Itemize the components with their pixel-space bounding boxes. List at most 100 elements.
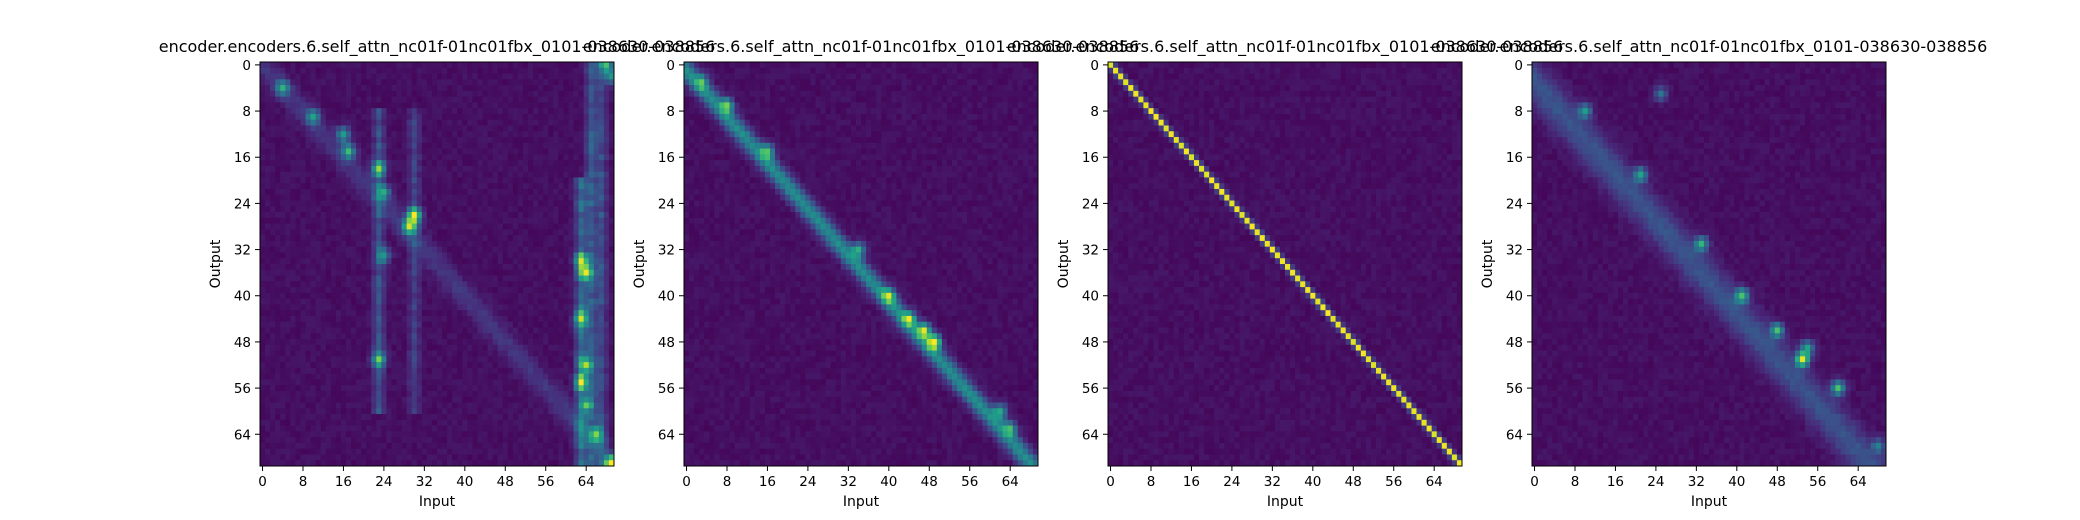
heatmap-cell: [315, 304, 322, 311]
heatmap-cell: [553, 171, 559, 178]
heatmap-cell: [452, 131, 458, 138]
heatmap-cell: [593, 235, 600, 242]
heatmap-cell: [401, 171, 408, 178]
heatmap-cell: [517, 142, 524, 149]
heatmap-cell: [568, 90, 574, 98]
heatmap-cell: [578, 281, 585, 288]
heatmap-cell: [401, 235, 408, 242]
heatmap-cell: [351, 350, 357, 357]
heatmap-cell: [593, 425, 600, 432]
heatmap-cell: [517, 85, 524, 92]
heatmap-cell: [376, 385, 382, 392]
heatmap-cell: [345, 90, 352, 98]
heatmap-cell: [376, 460, 382, 467]
heatmap-cell: [381, 356, 387, 363]
heatmap-cell: [351, 327, 357, 334]
heatmap-cell: [335, 229, 342, 236]
heatmap-cell: [335, 85, 342, 92]
heatmap-cell: [265, 154, 271, 161]
heatmap-cell: [543, 90, 549, 98]
heatmap-cell: [487, 333, 494, 340]
heatmap-cell: [351, 367, 357, 375]
heatmap-cell: [528, 79, 534, 86]
heatmap-cell: [502, 402, 509, 409]
heatmap-cell: [310, 327, 317, 334]
heatmap-cell: [588, 171, 595, 178]
heatmap-cell: [447, 217, 453, 224]
heatmap-cell: [290, 442, 296, 450]
heatmap-cell: [275, 142, 281, 149]
heatmap-cell: [583, 90, 590, 98]
heatmap-cell: [325, 362, 332, 369]
heatmap-cell: [442, 390, 448, 398]
heatmap-cell: [578, 321, 585, 328]
heatmap-cell: [386, 379, 392, 386]
heatmap-cell: [543, 402, 549, 409]
heatmap-cell: [603, 269, 610, 276]
heatmap-cell: [421, 194, 428, 201]
heatmap-cell: [502, 79, 509, 86]
heatmap-cell: [578, 275, 585, 282]
heatmap-cell: [295, 350, 301, 357]
heatmap-cell: [351, 448, 357, 455]
heatmap-cell: [260, 269, 266, 276]
heatmap-cell: [482, 73, 488, 80]
heatmap-cell: [426, 298, 433, 305]
heatmap-cell: [376, 448, 382, 455]
heatmap-cell: [437, 431, 443, 438]
heatmap-cell: [502, 414, 509, 421]
heatmap-cell: [487, 275, 494, 282]
heatmap-cell: [447, 200, 453, 207]
heatmap-cell: [391, 327, 397, 334]
heatmap-cell: [391, 137, 397, 144]
heatmap-cell: [290, 62, 296, 69]
heatmap-cell: [361, 212, 367, 219]
heatmap-cell: [426, 252, 433, 259]
heatmap-cell: [371, 321, 377, 328]
heatmap-cell: [265, 131, 271, 138]
heatmap-cell: [345, 379, 352, 386]
heatmap-cell: [381, 442, 387, 450]
heatmap-cell: [401, 269, 408, 276]
heatmap-cell: [270, 460, 276, 467]
heatmap-cell: [507, 292, 514, 300]
heatmap-cell: [396, 390, 402, 398]
heatmap-cell: [371, 148, 377, 155]
heatmap-cell: [447, 148, 453, 155]
heatmap-cell: [548, 177, 554, 184]
heatmap-cell: [376, 96, 382, 103]
heatmap-cell: [608, 333, 615, 340]
heatmap-cell: [305, 142, 311, 149]
heatmap-cell: [533, 90, 539, 98]
heatmap-cell: [568, 235, 574, 242]
heatmap-cell: [553, 281, 559, 288]
heatmap-cell: [497, 200, 504, 207]
heatmap-cell: [553, 275, 559, 282]
heatmap-cell: [517, 79, 524, 86]
heatmap-cell: [442, 362, 448, 369]
heatmap-cell: [437, 287, 443, 294]
heatmap-cell: [386, 79, 392, 86]
heatmap-cell: [447, 73, 453, 80]
heatmap-cell: [472, 79, 478, 86]
heatmap-cell: [472, 90, 478, 98]
heatmap-cell: [330, 212, 337, 219]
heatmap-cell: [391, 298, 397, 305]
heatmap-cell: [608, 454, 615, 461]
heatmap-cell: [512, 200, 519, 207]
heatmap-cell: [492, 206, 499, 213]
heatmap-cell: [603, 408, 610, 415]
heatmap-cell: [285, 154, 291, 161]
heatmap-cell: [497, 321, 504, 328]
heatmap-cell: [588, 252, 595, 259]
heatmap-cell: [401, 252, 408, 259]
heatmap-cell: [396, 287, 402, 294]
heatmap-cell: [335, 131, 342, 138]
heatmap-cell: [411, 339, 418, 346]
heatmap-cell: [512, 292, 519, 300]
heatmap-cell: [290, 287, 296, 294]
heatmap-cell: [300, 373, 306, 380]
heatmap-cell: [431, 350, 438, 357]
heatmap-cell: [421, 437, 428, 444]
heatmap-cell: [280, 73, 286, 80]
